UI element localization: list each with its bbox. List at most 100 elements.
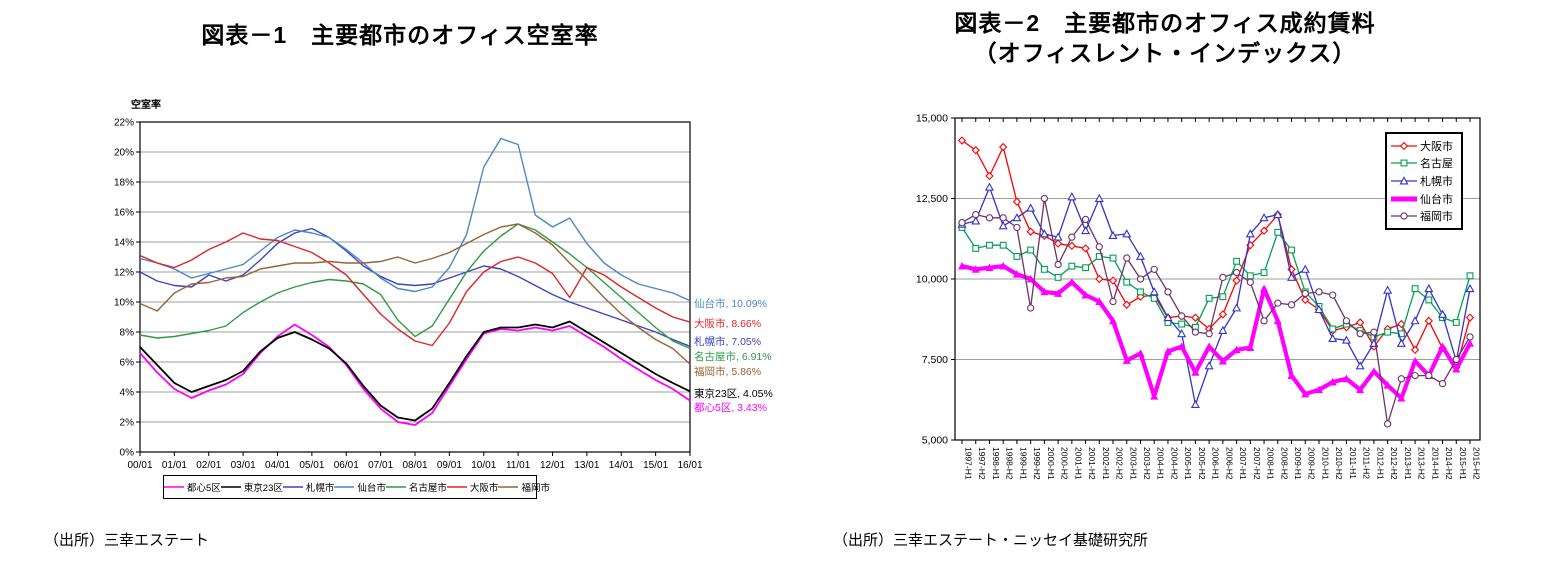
marker-circle <box>1452 355 1460 364</box>
x-tick-label: 1997-H2 <box>977 447 987 480</box>
x-tick-label: 01/01 <box>162 460 187 471</box>
marker-filled-triangle <box>1287 371 1296 379</box>
marker-filled-triangle <box>1452 364 1461 373</box>
y-tick-label: 0% <box>120 448 135 459</box>
legend-item-toshin5ku: 都心5区 <box>164 480 221 494</box>
x-tick-label: 09/01 <box>437 460 462 471</box>
marker-circle <box>958 218 966 227</box>
x-tick-label: 2002-H2 <box>1115 447 1125 480</box>
marker-diamond <box>1424 316 1433 326</box>
marker-circle <box>1315 288 1323 296</box>
marker-circle <box>1040 194 1049 203</box>
marker-triangle <box>1300 264 1310 273</box>
marker-square <box>1137 288 1144 296</box>
x-tick-label: 2007-H1 <box>1238 447 1248 480</box>
marker-triangle <box>1012 213 1022 222</box>
legend-label: 名古屋市 <box>408 483 447 494</box>
x-tick-label: 2013-H2 <box>1417 447 1427 480</box>
marker-square <box>1288 246 1295 254</box>
legend-label: 都心5区 <box>187 483 221 494</box>
legend-label: 仙台市 <box>357 483 386 494</box>
legend-item-sendai: 仙台市 <box>334 480 386 494</box>
x-tick-label: 2014-H1 <box>1430 447 1440 480</box>
marker-diamond <box>957 136 967 145</box>
marker-triangle <box>1081 225 1091 235</box>
marker-triangle <box>1383 285 1393 294</box>
marker-triangle <box>1396 338 1406 347</box>
marker-filled-triangle <box>1054 289 1063 297</box>
legend-swatch <box>282 486 303 488</box>
x-tick-label: 13/01 <box>574 460 599 471</box>
marker-triangle <box>1190 399 1200 409</box>
marker-filled-triangle <box>1205 342 1214 351</box>
marker-square <box>1274 228 1282 236</box>
marker-filled-triangle <box>1301 389 1310 398</box>
y-tick-label: 7,500 <box>922 354 948 366</box>
x-tick-label: 2005-H2 <box>1197 447 1207 480</box>
x-tick-label: 2004-H2 <box>1169 447 1179 480</box>
marker-triangle <box>1273 209 1283 219</box>
x-tick-label: 2007-H2 <box>1252 447 1262 480</box>
marker-circle <box>1400 212 1408 220</box>
marker-diamond <box>1191 313 1200 322</box>
x-tick-label: 00/01 <box>127 460 152 471</box>
marker-circle <box>1054 260 1062 269</box>
marker-filled-triangle <box>1232 345 1241 354</box>
figure1-source: （出所）三幸エステート <box>44 532 210 549</box>
legend-swatch <box>220 486 241 488</box>
marker-square <box>1452 319 1460 326</box>
x-tick-label: 2000-H2 <box>1060 447 1070 480</box>
y-tick-label: 16% <box>114 208 134 219</box>
x-tick-label: 2000-H1 <box>1046 447 1056 480</box>
figure1-title: 図表－1 主要都市のオフィス空室率 <box>201 22 599 48</box>
figure1-x-axis: 00/01 01/01 02/01 03/01 04/01 05/01 06/01 07/01… <box>127 452 703 471</box>
marker-circle <box>1219 273 1227 282</box>
y-tick-label: 5,000 <box>922 435 948 447</box>
marker-triangle <box>1122 229 1132 238</box>
marker-triangle <box>1094 193 1104 202</box>
series-line-fukuoka <box>961 197 1471 425</box>
marker-filled-triangle <box>1163 347 1172 355</box>
legend-item-fukuoka: 福岡市 <box>498 480 550 494</box>
marker-triangle <box>1410 316 1420 325</box>
legend-item-sapporo: 札幌市 <box>282 480 334 494</box>
figure1-gridlines <box>140 151 690 423</box>
legend-swatch <box>1391 196 1417 202</box>
x-tick-label: 03/01 <box>231 460 256 471</box>
marker-filled-triangle <box>1150 392 1159 400</box>
legend-item-nagoya: 名古屋市 <box>385 480 447 494</box>
x-tick-label: 2012-H1 <box>1375 447 1385 480</box>
legend-label: 仙台市 <box>1420 193 1453 206</box>
y-tick-label: 22% <box>114 118 134 129</box>
marker-triangle <box>1218 325 1228 334</box>
series-line-nagoya <box>139 223 691 350</box>
x-tick-label: 15/01 <box>643 460 668 471</box>
marker-filled-triangle <box>958 261 966 270</box>
legend-label: 大阪市 <box>1420 140 1453 153</box>
marker-circle <box>1026 304 1035 312</box>
marker-circle <box>1370 328 1378 336</box>
marker-diamond <box>985 171 994 181</box>
x-tick-label: 2011-H2 <box>1362 447 1372 479</box>
x-tick-label: 2008-H2 <box>1279 447 1289 480</box>
legend-item-osaka: 大阪市 <box>1391 138 1461 154</box>
legend-swatch <box>1391 141 1417 150</box>
figure2-y-axis: 5,000 7,500 10,000 12,500 15,000 <box>916 113 955 447</box>
marker-circle <box>1123 254 1131 262</box>
legend-label: 名古屋 <box>1420 158 1453 171</box>
marker-square <box>1027 246 1035 254</box>
marker-diamond <box>1026 227 1035 236</box>
marker-circle <box>1246 278 1254 286</box>
x-tick-label: 02/01 <box>196 460 221 471</box>
marker-square <box>1411 285 1419 293</box>
marker-square <box>1329 325 1337 333</box>
marker-triangle <box>1245 229 1255 238</box>
marker-circle <box>1287 301 1296 309</box>
figure2-title-line2: （オフィスレント・インデックス） <box>973 40 1357 66</box>
x-tick-label: 2015-H1 <box>1458 447 1468 480</box>
marker-diamond <box>1108 276 1118 285</box>
marker-triangle <box>1135 251 1146 260</box>
legend-item-tokyo23ku: 東京23区 <box>220 480 283 494</box>
marker-filled-triangle <box>1136 349 1145 357</box>
marker-square <box>1246 272 1254 280</box>
